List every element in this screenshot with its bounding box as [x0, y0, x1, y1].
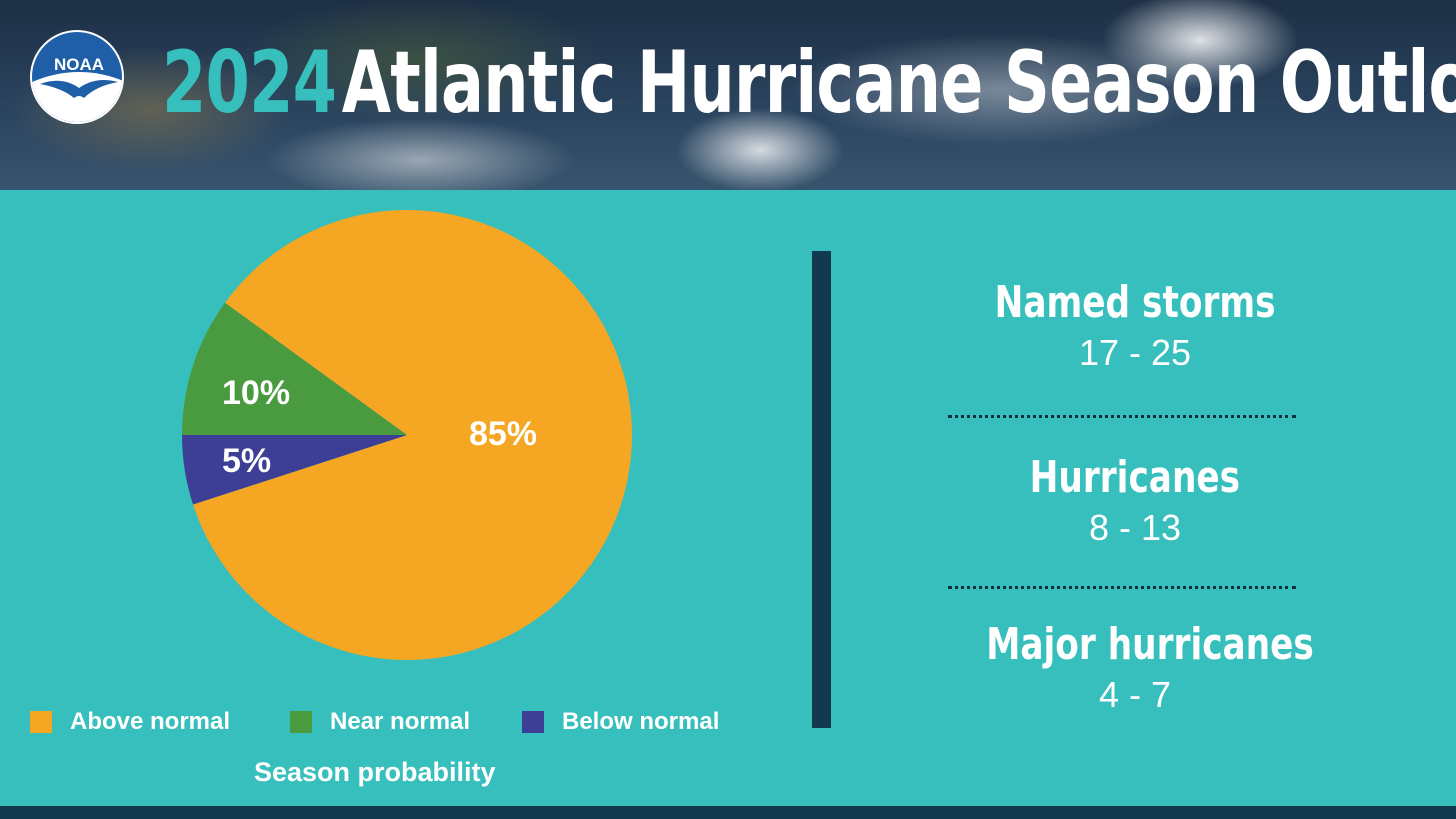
legend-label-below-normal: Below normal	[562, 708, 720, 735]
stat-hurricanes: Hurricanes 8 - 13	[940, 450, 1330, 550]
stat-label-hurricanes: Hurricanes	[1029, 452, 1241, 503]
pie-slice-below-normal	[182, 435, 407, 505]
stat-value-major-hurricanes: 4 - 7	[1098, 674, 1172, 715]
pie-slice-labels: 85% 10% 5%	[222, 374, 537, 480]
stat-value-named-storms: 17 - 25	[1078, 332, 1192, 373]
legend-swatch-near-normal	[290, 711, 312, 733]
pie-chart: 85% 10% 5%	[182, 210, 632, 661]
legend-label-above-normal: Above normal	[70, 708, 231, 735]
legend-item-near-normal: Near normal	[290, 708, 470, 736]
logo-text: NOAA	[54, 55, 104, 74]
legend-item-above-normal: Above normal	[30, 708, 230, 736]
page-title: 2024 Atlantic Hurricane Season Outlook	[162, 18, 1456, 148]
pie-label-near-normal: 10%	[222, 374, 290, 412]
title-year: 2024	[162, 33, 337, 133]
pie-slice-above-normal	[193, 210, 632, 661]
stat-label-major-hurricanes: Major hurricanes	[986, 619, 1314, 670]
header-banner: NOAA 2024 Atlantic Hurricane Season Outl…	[0, 0, 1456, 190]
stat-label-named-storms: Named storms	[994, 277, 1276, 328]
legend-swatch-below-normal	[522, 711, 544, 733]
legend-item-below-normal: Below normal	[522, 708, 719, 736]
noaa-logo-icon: NOAA	[30, 30, 124, 124]
stat-value-hurricanes: 8 - 13	[1088, 507, 1182, 548]
dotted-separator	[948, 586, 1296, 589]
legend-swatch-above-normal	[30, 711, 52, 733]
pie-label-below-normal: 5%	[222, 442, 271, 480]
footer-bar	[0, 806, 1456, 819]
pie-label-above-normal: 85%	[469, 415, 537, 453]
stat-named-storms: Named storms 17 - 25	[940, 275, 1330, 375]
pie-slice-near-normal	[182, 302, 407, 435]
dotted-separator	[948, 415, 1296, 418]
chart-caption: Season probability	[254, 757, 496, 787]
noaa-logo-graphic: NOAA	[32, 55, 122, 122]
pie-slices	[182, 210, 632, 661]
title-text-label: Atlantic Hurricane Season Outlook	[341, 33, 1456, 133]
title-text: Atlantic Hurricane Season Outlook	[336, 33, 1456, 133]
stat-major-hurricanes: Major hurricanes 4 - 7	[940, 617, 1330, 717]
vertical-divider	[812, 251, 831, 728]
legend-label-near-normal: Near normal	[330, 708, 471, 735]
